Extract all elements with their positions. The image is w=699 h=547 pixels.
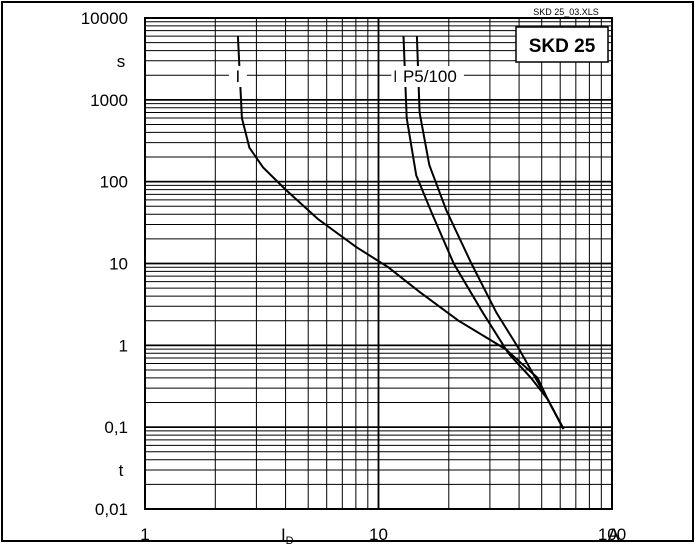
series-line-2 bbox=[402, 36, 565, 430]
x-tick-label: 1 bbox=[140, 525, 149, 544]
series-label-background bbox=[395, 66, 464, 87]
y-axis-unit-label: s bbox=[117, 52, 126, 71]
series-line-3 bbox=[415, 36, 565, 430]
y-tick-label: 0,1 bbox=[104, 418, 128, 437]
y-axis-unit-label: t bbox=[119, 461, 124, 480]
x-tick-label: 10 bbox=[369, 525, 388, 544]
file-label-background bbox=[526, 6, 606, 17]
plot-area-border bbox=[144, 17, 613, 510]
chart-title: SKD 25 bbox=[529, 36, 596, 57]
title-box bbox=[515, 26, 609, 63]
y-tick-label: 10 bbox=[109, 255, 128, 274]
series-label-background bbox=[228, 66, 247, 87]
x-axis-extra-label: A bbox=[608, 525, 620, 544]
y-tick-label: 1000 bbox=[90, 91, 128, 110]
y-tick-label: 10000 bbox=[81, 9, 128, 28]
x-axis-extra-label: ID bbox=[281, 525, 294, 547]
x-tick-label: 100 bbox=[598, 525, 626, 544]
series-label: P5/100 bbox=[403, 67, 457, 86]
file-label: SKD 25_03.XLS bbox=[533, 7, 599, 17]
y-tick-label: 100 bbox=[100, 173, 128, 192]
series-label: I bbox=[236, 67, 241, 86]
y-tick-label: 0,01 bbox=[95, 500, 128, 519]
y-tick-label: 1 bbox=[119, 336, 128, 355]
